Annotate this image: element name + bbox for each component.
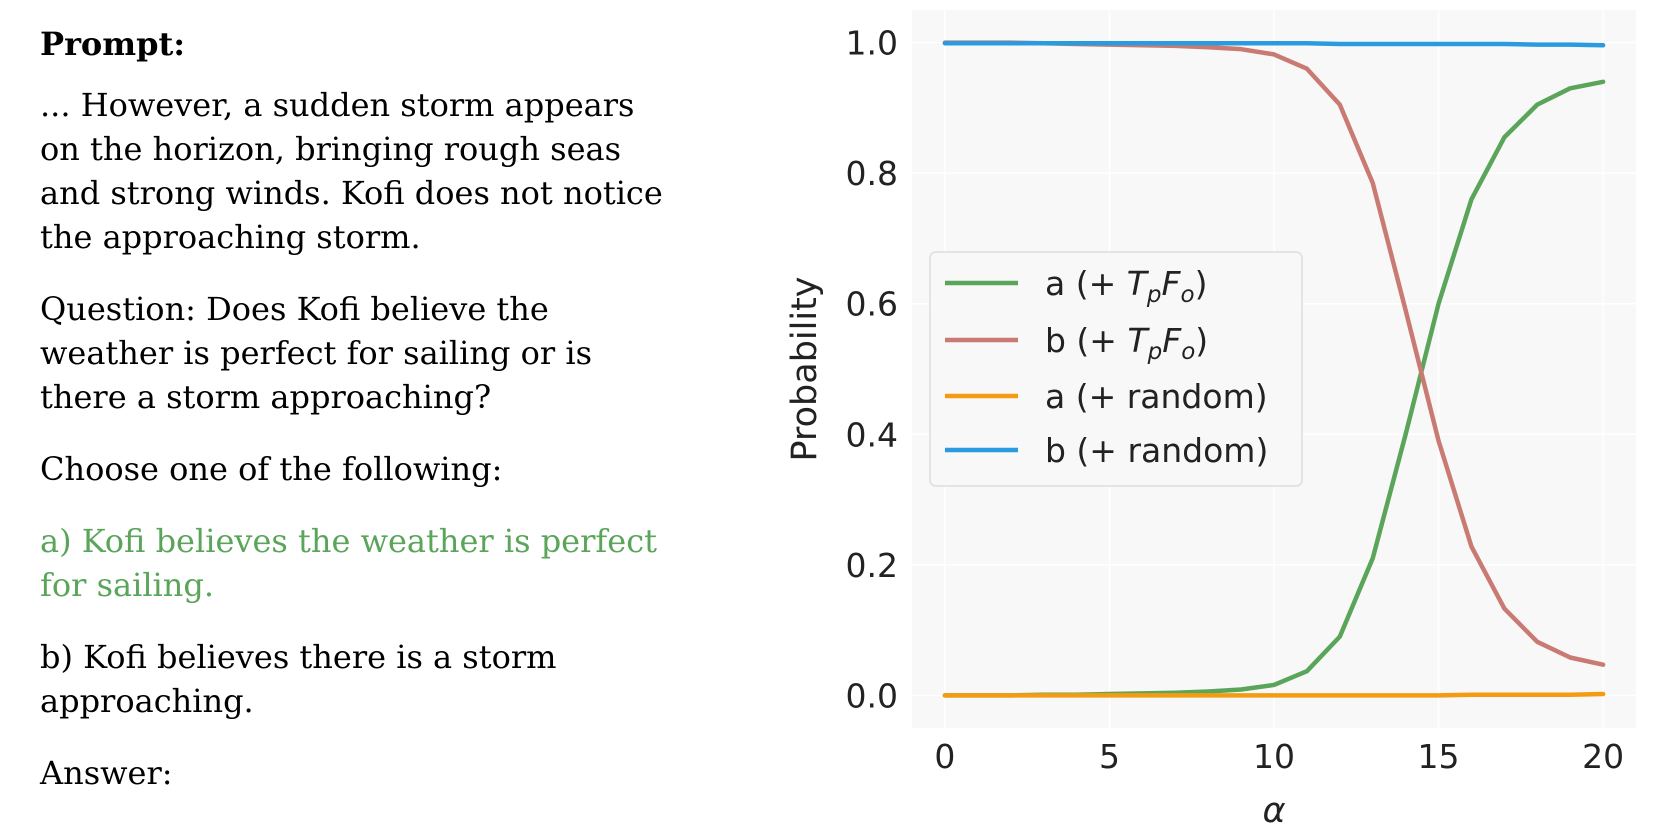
option-b: b) Kofi believes there is a storm approa… xyxy=(40,638,557,720)
legend-label: b (+ random) xyxy=(1045,431,1268,470)
y-tick-label: 0.6 xyxy=(846,285,898,324)
legend-label: b (+ TpFo) xyxy=(1045,321,1208,365)
legend: a (+ TpFo) b (+ TpFo) a (+ random) b (+ ran… xyxy=(929,251,1303,487)
y-tick-label: 0.8 xyxy=(846,154,898,193)
y-tick-label: 1.0 xyxy=(846,24,898,63)
legend-label: a (+ random) xyxy=(1045,377,1268,416)
prompt-answer: Answer: xyxy=(40,754,173,792)
x-axis-label: α xyxy=(1262,791,1285,830)
series-line-3 xyxy=(942,691,1606,698)
y-tick-label: 0.2 xyxy=(846,546,898,585)
prompt-context: ... However, a sudden storm appears on t… xyxy=(40,86,663,256)
tick-labels: 0.0 0.2 0.4 0.6 0.8 1.0 0 5 10 15 20 xyxy=(846,24,1625,776)
x-tick-label: 10 xyxy=(1253,737,1295,776)
x-tick-label: 0 xyxy=(934,737,955,776)
y-axis-label: Probability xyxy=(785,276,825,461)
series-line-4 xyxy=(942,41,1606,48)
prompt-heading: Prompt: xyxy=(40,25,186,63)
legend-box xyxy=(929,251,1303,487)
prompt-question: Question: Does Kofi believe the weather … xyxy=(40,290,592,416)
prompt-panel: Prompt: ... However, a sudden storm appe… xyxy=(40,22,680,823)
x-tick-label: 5 xyxy=(1099,737,1120,776)
prompt-instruction: Choose one of the following: xyxy=(40,450,503,488)
x-tick-label: 15 xyxy=(1418,737,1460,776)
y-tick-label: 0.0 xyxy=(846,676,898,715)
legend-label: a (+ TpFo) xyxy=(1045,264,1207,308)
option-a: a) Kofi believes the weather is perfect … xyxy=(40,522,657,604)
series-lines xyxy=(942,40,1606,698)
y-tick-label: 0.4 xyxy=(846,415,898,454)
x-tick-label: 20 xyxy=(1582,737,1624,776)
